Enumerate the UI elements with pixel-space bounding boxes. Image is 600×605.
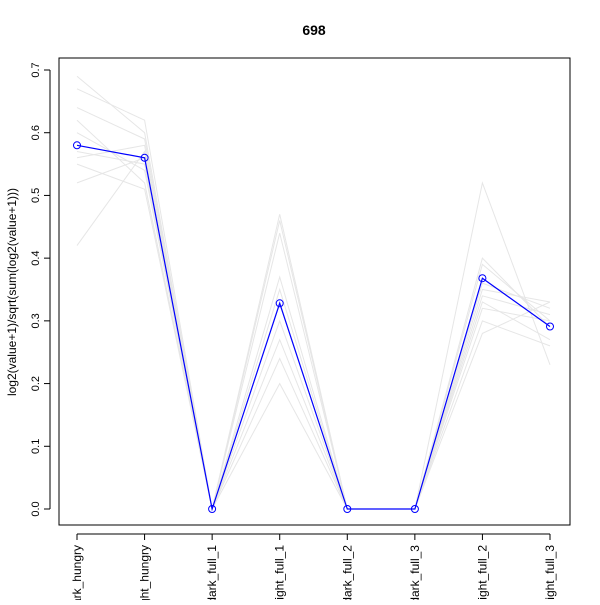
y-tick-label: 0.1 — [30, 439, 42, 454]
highlight-series-group — [73, 141, 554, 513]
y-tick-label: 0.0 — [30, 501, 42, 516]
y-axis-label: log2(value+1)/sqrt(sum(log2(value+1))) — [5, 188, 19, 396]
data-point — [140, 153, 149, 162]
data-point — [73, 141, 81, 150]
y-tick-label: 0.2 — [30, 376, 42, 391]
x-tick-label: ght_hungry — [138, 545, 152, 600]
background-series-line — [76, 75, 551, 510]
y-tick-label: 0.3 — [30, 313, 42, 328]
data-point — [208, 505, 217, 513]
background-series-line — [76, 157, 551, 511]
x-axis: ark_hungry ght_hungry dark_full_1 light_ful… — [70, 533, 557, 605]
background-series-line — [76, 150, 551, 511]
data-point — [478, 274, 487, 283]
x-tick-label: dark_full_1 — [205, 545, 219, 600]
background-series-line — [76, 144, 551, 511]
x-tick-label: dark_full_3 — [408, 545, 422, 600]
chart-title: 698 — [302, 22, 326, 38]
background-series-line — [76, 132, 551, 510]
background-series-line — [76, 88, 551, 510]
background-series-line — [76, 163, 551, 511]
y-axis: 0.0 0.1 0.2 0.3 0.4 0.5 0.6 0.7 — [30, 62, 51, 517]
series-line — [76, 144, 551, 512]
y-tick-label: 0.7 — [30, 62, 42, 77]
background-series-line — [76, 107, 551, 510]
x-tick-label: light_full_2 — [475, 545, 489, 600]
plot-frame — [58, 57, 571, 526]
data-point — [343, 505, 352, 513]
x-tick-label: light_full_1 — [273, 545, 287, 600]
data-point — [410, 505, 419, 513]
x-tick-label: light_full_3 — [543, 545, 557, 600]
background-series-group — [76, 75, 551, 511]
data-point — [546, 322, 554, 331]
x-tick-label: dark_full_2 — [340, 545, 354, 600]
background-series-line — [76, 119, 551, 510]
y-tick-label: 0.5 — [30, 188, 42, 203]
y-tick-label: 0.4 — [30, 250, 42, 265]
data-point — [275, 299, 284, 308]
y-tick-label: 0.6 — [30, 125, 42, 140]
x-tick-label: ark_hungry — [70, 545, 84, 600]
